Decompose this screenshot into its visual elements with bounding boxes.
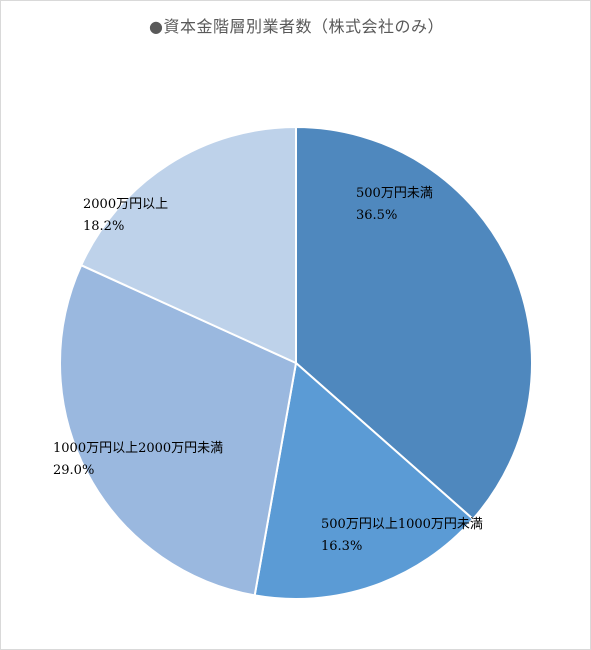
- slice-label-category-1: 500万円未満: [356, 186, 433, 201]
- slice-label-category-2: 500万円以上1000万円未満: [321, 517, 483, 532]
- slice-label-value-2: 16.3%: [321, 539, 362, 554]
- slice-label-value-1: 36.5%: [356, 208, 397, 223]
- slice-label-value-3: 29.0%: [53, 463, 94, 478]
- pie-slice-2: [253, 361, 475, 600]
- slice-label-category-4: 2000万円以上: [83, 197, 168, 212]
- slice-label-category-3: 1000万円以上2000万円未満: [53, 441, 223, 456]
- pie-slice-1: [295, 125, 533, 521]
- slice-label-value-4: 18.2%: [83, 219, 124, 234]
- pie-slice-3: [59, 263, 298, 597]
- chart-title: ●資本金階層別業者数（株式会社のみ）: [149, 17, 444, 36]
- pie-slice-4: [79, 125, 297, 365]
